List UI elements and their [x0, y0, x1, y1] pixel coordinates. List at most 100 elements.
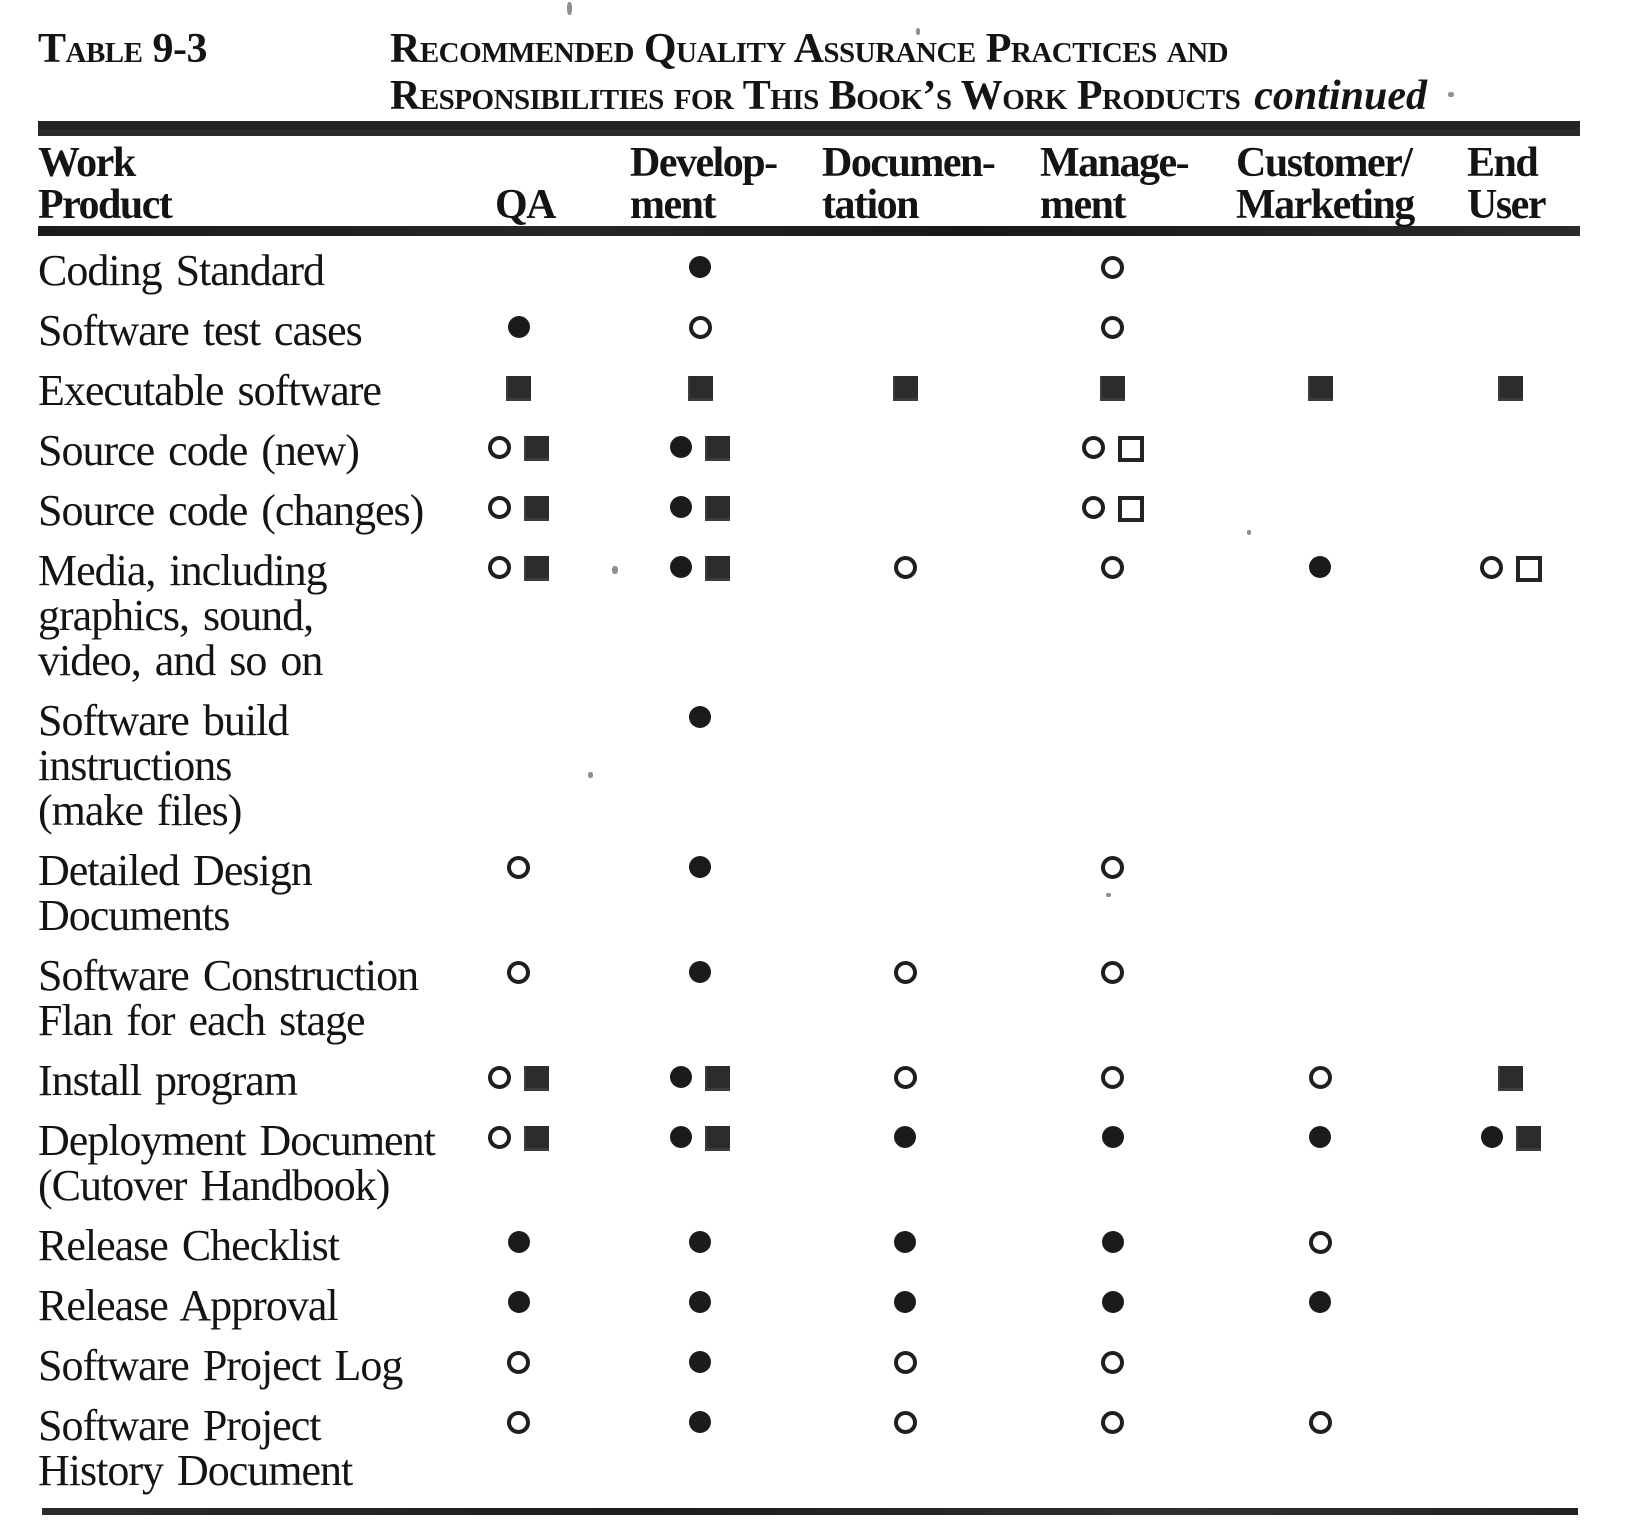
open-circle-icon	[488, 1066, 511, 1089]
responsibility-cell	[800, 1283, 1010, 1328]
table-row: Detailed Design Documents	[38, 848, 1580, 938]
responsibility-cell	[800, 368, 1010, 413]
table-title-line1: Recommended Quality Assurance Practices …	[390, 26, 1229, 72]
filled-circle-icon	[1309, 1291, 1331, 1313]
table-row: Release Approval	[38, 1283, 1580, 1328]
responsibility-cell	[610, 1058, 800, 1103]
responsibility-cell	[1425, 368, 1580, 413]
work-product-name: Software Project Log	[38, 1341, 403, 1390]
responsibility-cell	[610, 428, 800, 473]
column-header: Customer/ Marketing	[1236, 140, 1415, 228]
filled-square-icon	[705, 496, 730, 521]
responsibility-cell	[800, 953, 1010, 1043]
table-row: Software build instructions (make files)	[38, 698, 1580, 833]
filled-circle-icon	[894, 1291, 916, 1313]
responsibility-cell	[1010, 368, 1215, 413]
continued-label: continued	[1254, 73, 1427, 119]
open-circle-icon	[1101, 256, 1124, 279]
column-header: QA	[495, 182, 557, 228]
open-circle-icon	[507, 856, 530, 879]
table-row: Release Checklist	[38, 1223, 1580, 1268]
open-square-icon	[1117, 436, 1144, 462]
work-product-name: Release Approval	[38, 1281, 339, 1330]
scan-speck	[612, 566, 618, 574]
table-row: Software Project Log	[38, 1343, 1580, 1388]
responsibility-cell	[800, 488, 1010, 533]
scan-speck	[916, 28, 920, 35]
table-title-line2: Responsibilities for This Book’s Work Pr…	[390, 73, 1580, 120]
responsibility-cell	[1010, 698, 1215, 833]
open-circle-icon	[488, 436, 511, 459]
responsibility-cell	[610, 953, 800, 1043]
responsibility-cell	[455, 1283, 610, 1328]
responsibility-cell	[1010, 1403, 1215, 1493]
filled-square-icon	[524, 556, 549, 581]
filled-circle-icon	[689, 1351, 711, 1373]
responsibility-cell	[455, 488, 610, 533]
responsibility-cell	[800, 1058, 1010, 1103]
responsibility-cell	[1425, 488, 1580, 533]
scan-speck	[588, 772, 593, 778]
responsibility-cell	[610, 1283, 800, 1328]
responsibility-cell	[610, 1403, 800, 1493]
open-circle-icon	[1308, 1066, 1332, 1089]
filled-circle-icon	[1101, 1231, 1124, 1253]
responsibility-cell	[800, 428, 1010, 473]
responsibility-cell	[1425, 308, 1580, 353]
scan-speck	[1247, 530, 1251, 535]
open-circle-icon	[507, 961, 530, 984]
responsibility-cell	[1010, 848, 1215, 938]
header-divider-rule	[38, 226, 1580, 236]
open-circle-icon	[488, 496, 511, 519]
open-square-icon	[1515, 556, 1542, 582]
responsibility-cell	[1010, 548, 1215, 683]
open-circle-icon	[1308, 1411, 1332, 1434]
open-circle-icon	[1479, 556, 1503, 579]
filled-circle-icon	[670, 1066, 692, 1088]
responsibility-cell	[1010, 248, 1215, 293]
work-product-name: Install program	[38, 1056, 298, 1105]
column-header: Documen- tation	[822, 140, 996, 228]
filled-circle-icon	[689, 1291, 711, 1313]
filled-circle-icon	[894, 1126, 916, 1148]
responsibility-cell	[610, 1118, 800, 1208]
table-number: Table 9-3	[38, 26, 207, 72]
responsibility-cell	[455, 698, 610, 833]
table-top-rule	[38, 121, 1580, 136]
table-row: Media, including graphics, sound, video,…	[38, 548, 1580, 683]
responsibility-cell	[1425, 1403, 1580, 1493]
filled-circle-icon	[689, 1231, 711, 1253]
responsibility-cell	[610, 698, 800, 833]
table-row: Coding Standard	[38, 248, 1580, 293]
responsibility-cell	[1010, 1343, 1215, 1388]
responsibility-cell	[1215, 1118, 1425, 1208]
responsibility-cell	[455, 368, 610, 413]
filled-square-icon	[1307, 376, 1333, 401]
open-circle-icon	[488, 1126, 511, 1149]
responsibility-cell	[455, 1403, 610, 1493]
table-header-row: Work Product QA Develop- ment Documen- tati…	[38, 142, 1580, 226]
responsibility-cell	[1425, 248, 1580, 293]
filled-circle-icon	[689, 256, 711, 278]
responsibility-cell	[610, 1343, 800, 1388]
filled-circle-icon	[894, 1231, 916, 1253]
responsibility-cell	[1215, 1403, 1425, 1493]
filled-square-icon	[705, 1066, 730, 1091]
open-circle-icon	[507, 1351, 530, 1374]
responsibility-cell	[1215, 548, 1425, 683]
open-circle-icon	[1101, 856, 1124, 879]
open-circle-icon	[507, 1411, 530, 1434]
responsibility-cell	[1215, 1058, 1425, 1103]
responsibility-cell	[1010, 308, 1215, 353]
table-title-line2-text: Responsibilities for This Book’s Work Pr…	[390, 73, 1241, 119]
filled-circle-icon	[1101, 1291, 1124, 1313]
responsibility-cell	[610, 488, 800, 533]
filled-square-icon	[705, 1126, 730, 1151]
filled-circle-icon	[507, 1291, 530, 1313]
filled-circle-icon	[670, 496, 692, 518]
filled-square-icon	[1498, 1066, 1523, 1091]
responsibility-cell	[1215, 1223, 1425, 1268]
responsibility-cell	[1215, 953, 1425, 1043]
responsibility-cell	[455, 548, 610, 683]
